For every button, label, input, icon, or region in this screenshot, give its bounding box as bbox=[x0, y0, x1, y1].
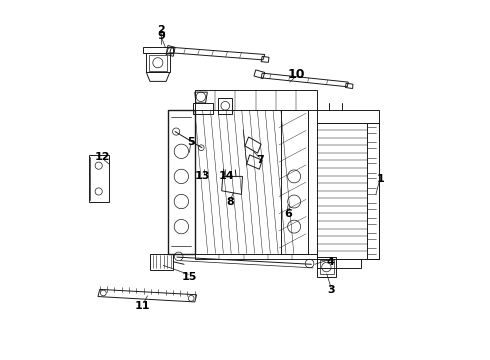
Text: 1: 1 bbox=[377, 174, 385, 184]
Text: 2: 2 bbox=[157, 25, 165, 35]
Text: 13: 13 bbox=[195, 171, 210, 181]
Text: 9: 9 bbox=[158, 31, 166, 41]
Text: 8: 8 bbox=[226, 197, 234, 207]
Text: 6: 6 bbox=[284, 209, 292, 219]
Text: 12: 12 bbox=[95, 152, 110, 162]
Text: 14: 14 bbox=[219, 171, 234, 181]
Text: 11: 11 bbox=[135, 301, 150, 311]
Text: 4: 4 bbox=[326, 257, 334, 267]
Text: 15: 15 bbox=[182, 272, 197, 282]
Text: 5: 5 bbox=[187, 137, 195, 147]
Text: 7: 7 bbox=[256, 155, 264, 165]
Text: 10: 10 bbox=[288, 68, 305, 81]
Text: 3: 3 bbox=[327, 285, 335, 295]
